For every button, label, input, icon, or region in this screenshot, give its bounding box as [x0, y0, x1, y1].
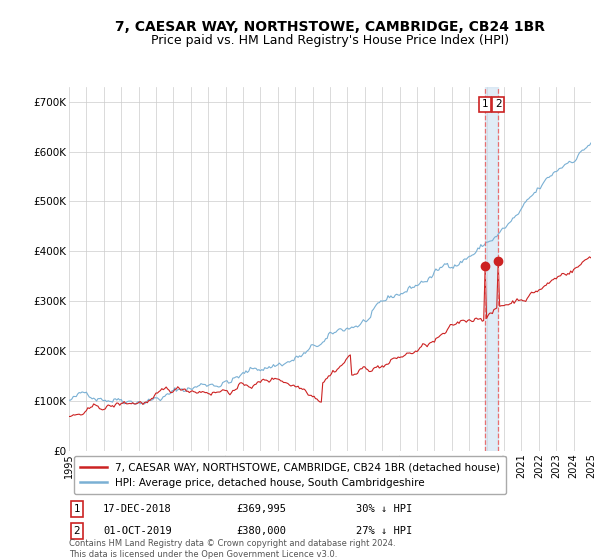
Text: Contains HM Land Registry data © Crown copyright and database right 2024.
This d: Contains HM Land Registry data © Crown c…	[69, 539, 395, 559]
Text: 7, CAESAR WAY, NORTHSTOWE, CAMBRIDGE, CB24 1BR: 7, CAESAR WAY, NORTHSTOWE, CAMBRIDGE, CB…	[115, 20, 545, 34]
Text: 1: 1	[482, 99, 488, 109]
Text: 27% ↓ HPI: 27% ↓ HPI	[356, 526, 412, 536]
Text: £369,995: £369,995	[236, 504, 286, 514]
Text: £380,000: £380,000	[236, 526, 286, 536]
Text: 30% ↓ HPI: 30% ↓ HPI	[356, 504, 412, 514]
Legend: 7, CAESAR WAY, NORTHSTOWE, CAMBRIDGE, CB24 1BR (detached house), HPI: Average pr: 7, CAESAR WAY, NORTHSTOWE, CAMBRIDGE, CB…	[74, 456, 506, 494]
Text: 1: 1	[74, 504, 80, 514]
Text: 17-DEC-2018: 17-DEC-2018	[103, 504, 172, 514]
Text: 2: 2	[74, 526, 80, 536]
Bar	[485, 87, 498, 451]
Text: 01-OCT-2019: 01-OCT-2019	[103, 526, 172, 536]
Text: Price paid vs. HM Land Registry's House Price Index (HPI): Price paid vs. HM Land Registry's House …	[151, 34, 509, 46]
Text: 2: 2	[495, 99, 502, 109]
